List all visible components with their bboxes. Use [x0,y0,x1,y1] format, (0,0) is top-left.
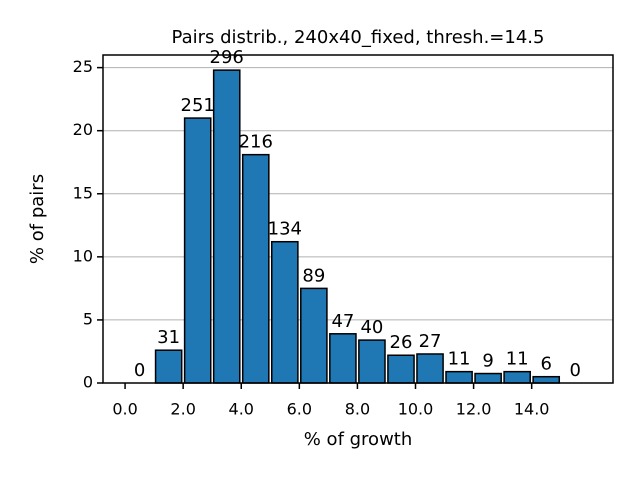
x-tick-label: 2.0 [170,400,195,419]
plot-frame [102,54,614,384]
x-tick-label: 12.0 [456,400,492,419]
bar-count-label: 11 [448,349,471,370]
bar-count-label: 47 [331,311,354,332]
y-tick-label: 10 [73,246,93,265]
bar-count-label: 0 [134,360,145,381]
x-tick-label: 8.0 [345,400,370,419]
y-tick-label: 15 [73,183,93,202]
bar [183,117,212,384]
bar-count-label: 216 [239,132,273,153]
x-tick-label: 6.0 [287,400,312,419]
bar-count-label: 27 [419,331,442,352]
bar [532,375,561,384]
bar-count-label: 11 [506,349,529,370]
bar [358,339,386,384]
bar [387,354,415,384]
bar-count-label: 134 [268,219,302,240]
bar-count-label: 40 [360,317,383,338]
chart-title: Pairs distrib., 240x40_fixed, thresh.=14… [172,27,545,48]
bar [503,370,531,384]
bar [212,69,241,384]
bar-count-label: 0 [570,360,581,381]
x-tick-label: 14.0 [514,400,550,419]
bar-count-label: 296 [210,47,244,68]
bar [300,287,328,384]
bar [154,349,183,384]
y-tick-label: 0 [83,373,93,392]
x-axis-label: % of growth [304,429,413,450]
y-tick-label: 20 [73,120,93,139]
y-tick-label: 5 [83,309,93,328]
x-tick-label: 0.0 [112,400,137,419]
bar [445,370,473,384]
y-tick-label: 25 [73,57,93,76]
bar [329,333,357,384]
bar-count-label: 6 [540,354,551,375]
bar-count-label: 251 [181,95,215,116]
bar [474,372,502,384]
x-tick-label: 10.0 [398,400,434,419]
x-tick-label: 4.0 [229,400,254,419]
bar-count-label: 26 [390,332,413,353]
bar [241,153,270,384]
bar-count-label: 9 [482,351,493,372]
y-axis-label: % of pairs [27,174,48,264]
bar [416,353,444,384]
bar-count-label: 89 [302,265,325,286]
bar [270,240,299,384]
bar-count-label: 31 [157,327,180,348]
